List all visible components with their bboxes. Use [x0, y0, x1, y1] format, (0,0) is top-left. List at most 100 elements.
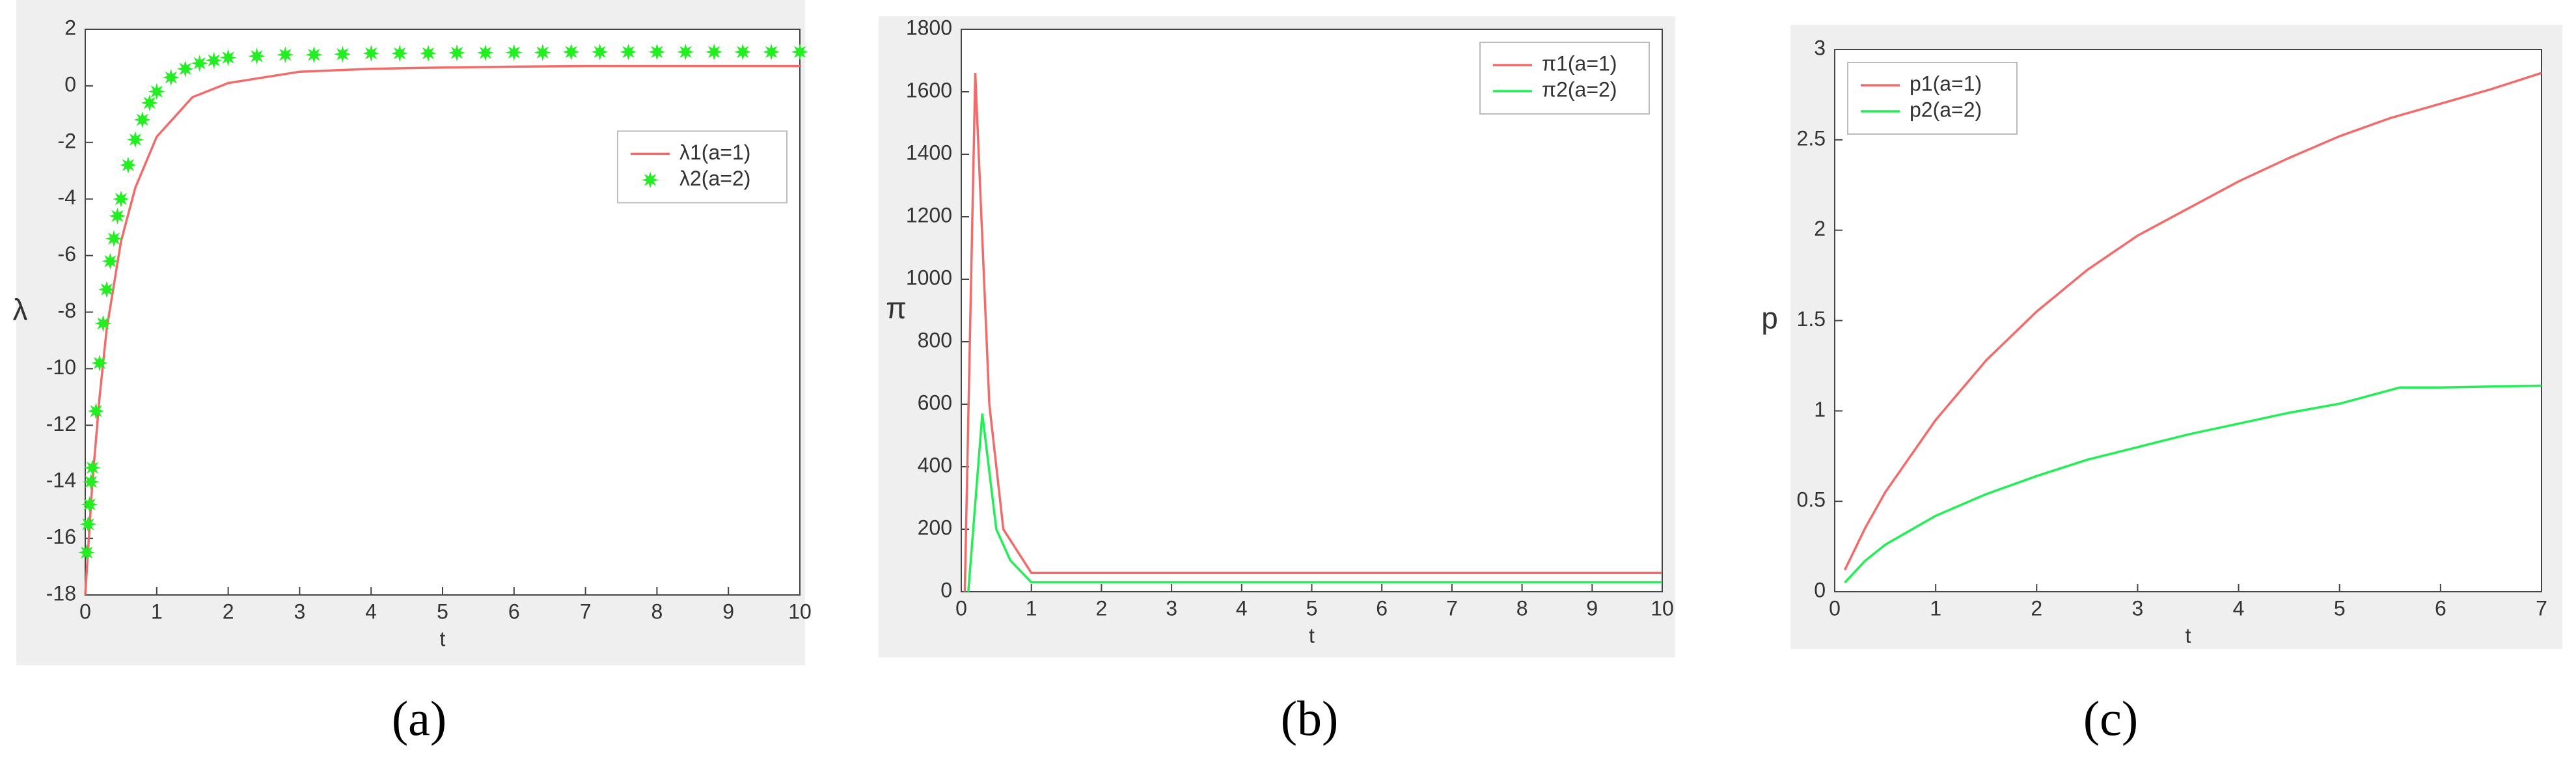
y-tick-label: 2.5 [1797, 126, 1826, 150]
legend-box [1479, 42, 1650, 115]
marker [620, 43, 637, 61]
x-axis-label: t [440, 627, 446, 650]
marker [78, 544, 96, 561]
y-tick-label: 1200 [906, 203, 952, 227]
x-tick-label: 3 [294, 600, 306, 623]
marker [648, 43, 666, 61]
y-tick-label: 0 [64, 72, 76, 96]
marker [102, 253, 119, 270]
marker [82, 473, 100, 491]
x-tick-label: 7 [580, 600, 592, 623]
x-tick-label: 1 [151, 600, 163, 623]
x-tick-label: 10 [788, 600, 812, 623]
marker [81, 496, 98, 513]
series-line [963, 73, 1662, 592]
y-axis-label: λ [13, 293, 28, 327]
y-tick-label: 1.5 [1797, 307, 1826, 331]
series-line [1843, 72, 2542, 571]
marker [591, 43, 609, 61]
marker [391, 44, 409, 62]
caption: (a) [392, 691, 446, 746]
marker [176, 60, 194, 77]
panel: 0 1 2 3 4 5 6 7 0 0.5 1 1.5 2 2.5 3 t p (c) p1(a=1) p2(a=2) [1761, 25, 2562, 746]
marker [141, 94, 158, 111]
x-tick-label: 3 [2132, 596, 2144, 620]
panel: 0 1 2 3 4 5 6 7 8 9 10 0 200 400 600 800 1000 1200 1400 160… [879, 16, 1675, 746]
x-axis-label: t [1309, 624, 1315, 647]
x-tick-label: 4 [1236, 596, 1248, 620]
legend-label: π1(a=1) [1542, 51, 1617, 75]
marker [677, 43, 694, 61]
x-tick-label: 6 [2435, 596, 2446, 620]
x-tick-label: 1 [1026, 596, 1037, 620]
marker [162, 68, 180, 86]
marker [98, 281, 115, 298]
marker [205, 51, 223, 69]
marker [476, 44, 494, 62]
marker [112, 190, 130, 208]
y-axis-label: p [1761, 301, 1778, 335]
x-tick-label: 4 [2233, 596, 2245, 620]
panel: 0 1 2 3 4 5 6 7 8 9 10 -18 -16 -14 -12 -10 -8 -6 -4 -2 0 2 t λ (… [13, 0, 812, 746]
x-tick-label: 8 [651, 600, 663, 623]
marker [305, 46, 323, 64]
marker [109, 207, 126, 225]
marker [219, 49, 237, 66]
series-line [84, 64, 800, 596]
plot-area [1834, 49, 2542, 592]
x-tick-label: 0 [1829, 596, 1841, 620]
y-tick-label: 2 [64, 16, 76, 39]
series-line [1844, 384, 2542, 584]
marker [505, 44, 523, 61]
caption: (c) [2083, 691, 2138, 746]
y-tick-label: -18 [46, 581, 76, 605]
plot-area [961, 29, 1663, 592]
caption: (b) [1281, 691, 1339, 746]
marker [334, 46, 351, 63]
marker [87, 402, 105, 420]
x-tick-label: 5 [437, 600, 448, 623]
y-tick-label: 0 [940, 578, 952, 601]
x-tick-label: 4 [365, 600, 377, 623]
legend-label: λ2(a=2) [679, 167, 750, 190]
x-tick-label: 3 [1166, 596, 1177, 620]
y-tick-label: 800 [918, 328, 952, 352]
marker [119, 156, 137, 174]
x-tick-label: 5 [2334, 596, 2346, 620]
y-tick-label: -14 [46, 469, 76, 492]
x-tick-label: 10 [1651, 596, 1674, 620]
y-tick-label: 1 [1814, 398, 1826, 421]
y-tick-label: 1800 [906, 16, 952, 39]
y-tick-label: 600 [918, 391, 952, 414]
y-tick-label: 0.5 [1797, 488, 1826, 512]
marker [248, 48, 266, 65]
legend-label: π2(a=2) [1542, 77, 1617, 101]
marker [363, 44, 380, 62]
y-tick-label: 1400 [906, 141, 952, 164]
y-tick-label: -10 [46, 355, 76, 379]
x-tick-label: 8 [1516, 596, 1528, 620]
x-tick-label: 0 [955, 596, 967, 620]
y-tick-label: 2 [1814, 217, 1826, 240]
x-axis-label: t [2185, 624, 2191, 647]
legend-label: λ1(a=1) [679, 141, 750, 164]
x-tick-label: 2 [2031, 596, 2042, 620]
legend-swatch [642, 171, 659, 189]
y-tick-label: -12 [46, 412, 76, 435]
marker [562, 43, 580, 61]
x-tick-label: 2 [1096, 596, 1108, 620]
y-tick-label: 0 [1814, 578, 1826, 601]
marker [277, 46, 294, 64]
x-tick-label: 2 [223, 600, 234, 623]
marker [448, 44, 465, 62]
marker [148, 83, 165, 100]
marker [534, 44, 551, 61]
y-tick-label: 400 [918, 453, 952, 476]
x-tick-label: 7 [1446, 596, 1458, 620]
marker [79, 516, 97, 533]
marker [191, 55, 208, 72]
x-tick-label: 6 [508, 600, 520, 623]
marker [133, 111, 151, 128]
